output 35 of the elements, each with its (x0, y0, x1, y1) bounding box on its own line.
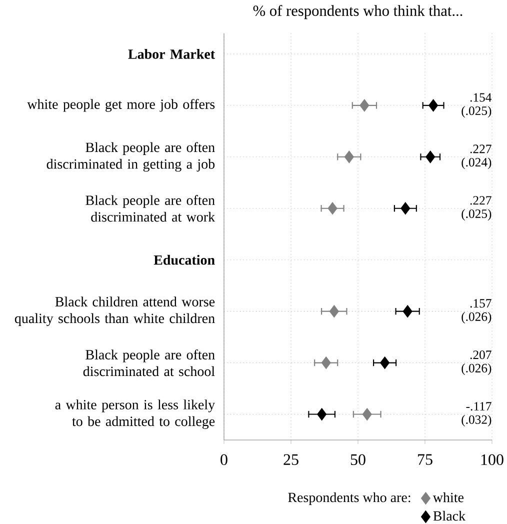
point (362, 408, 372, 421)
y-tick-label: Black people are often discriminated in getting a job (46, 142, 216, 172)
x-tick-label: 50 (351, 454, 366, 466)
annotation: .227 (.024) (462, 144, 492, 170)
y-tick-label: white people get more job offers (27, 98, 215, 112)
point (402, 305, 413, 318)
chart-title: % of respondents who think that... (254, 5, 462, 20)
point (380, 356, 390, 370)
y-tick-label: Labor Market (128, 49, 216, 59)
point (344, 150, 354, 164)
point (400, 202, 410, 215)
point (330, 305, 340, 318)
point (426, 150, 436, 164)
annotation: .227 (.025) (462, 196, 492, 221)
legend-label: white (433, 492, 464, 502)
annotation: .157 (.026) (462, 299, 492, 324)
annotation: .207 (.026) (462, 350, 492, 376)
point (328, 202, 338, 215)
y-tick-label: Black people are often discriminated at work (86, 195, 216, 222)
annotation: .154 (.025) (462, 93, 492, 118)
x-tick-label: 25 (284, 454, 299, 466)
point (322, 356, 332, 370)
y-tick-label: Black people are often discriminated at school (84, 349, 216, 376)
annotation: -.117 (.032) (462, 402, 492, 426)
x-tick-label: 0 (220, 454, 228, 466)
y-tick-label: Education (154, 254, 216, 265)
x-tick-label: 75 (418, 454, 433, 465)
y-tick-label: a white person is less likely to be admitted to college (56, 400, 216, 429)
x-tick-label: 100 (482, 454, 504, 466)
legend-label: Black (433, 510, 466, 521)
point (317, 408, 327, 421)
legend-title: Respondents who are: (288, 492, 410, 506)
y-tick-label: Black children attend worse quality schools than white children (15, 296, 216, 326)
point (360, 99, 370, 112)
point (428, 99, 438, 112)
